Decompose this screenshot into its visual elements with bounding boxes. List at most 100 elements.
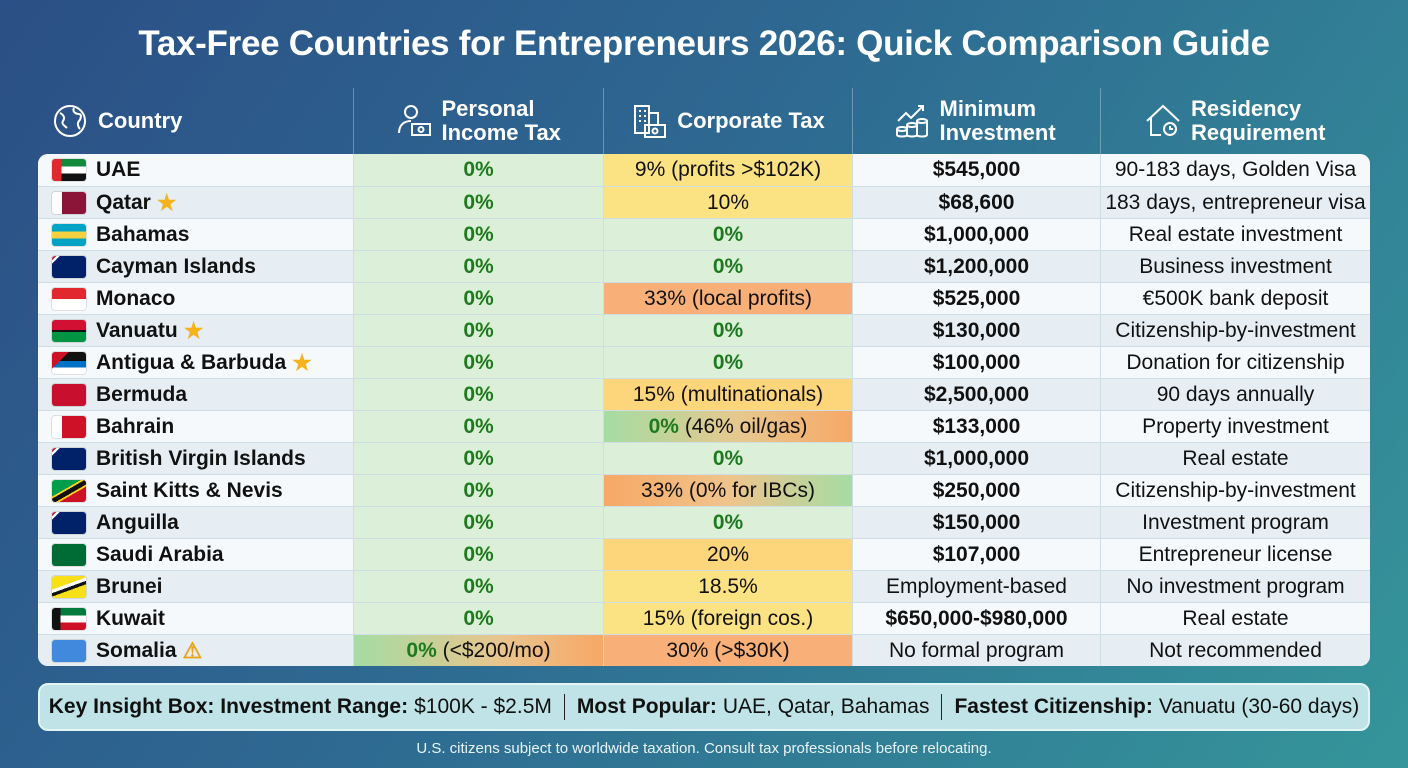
table-row: Kuwait 0% 15% (foreign cos.) $650,000-$980,… [38, 602, 1370, 634]
personal-tax-cell: 0% [353, 187, 603, 218]
page-title: Tax-Free Countries for Entrepreneurs 202… [138, 24, 1270, 63]
insight-label-popular: Most Popular: [576, 695, 717, 718]
residency-cell: 183 days, entrepreneur visa [1100, 187, 1370, 218]
personal-tax-cell: 0% [353, 603, 603, 634]
country-name: Bahrain [96, 414, 175, 438]
residency-cell: Property investment [1100, 411, 1370, 442]
star-icon: ★ [156, 189, 177, 215]
chart-coins-icon [895, 105, 928, 138]
investment-cell: $150,000 [852, 507, 1100, 538]
corporate-tax-cell-highlight: 0% [712, 254, 744, 278]
corporate-tax-cell: 10% [603, 187, 852, 218]
table-row: Monaco 0% 33% (local profits) $525,000 €500K… [38, 282, 1370, 314]
table-row: Vanuatu ★ 0% 0% $130,000 Citizenship-by-inves… [38, 314, 1370, 346]
personal-tax-cell-highlight: 0% [463, 318, 494, 342]
corporate-tax-cell-highlight: 0% [648, 414, 679, 438]
residency-cell: Entrepreneur license [1100, 539, 1370, 570]
divider [941, 694, 943, 720]
header-corporate-tax: Corporate Tax [603, 88, 852, 154]
corporate-tax-cell-highlight: 0% [712, 222, 744, 246]
country-name: Bermuda [96, 382, 188, 406]
personal-tax-cell: 0% (<$200/mo) [353, 635, 603, 666]
corporate-tax-cell-text: 15% (multinationals) [632, 382, 824, 406]
personal-tax-cell: 0% [353, 154, 603, 186]
investment-cell: $1,000,000 [852, 219, 1100, 250]
header-minimum-investment: Minimum Investment [852, 88, 1100, 154]
header-personal-income-tax: Personal Income Tax [353, 88, 603, 154]
country-name: Kuwait [96, 606, 165, 630]
country-name: Qatar [96, 190, 151, 214]
corporate-tax-cell: 0% [603, 347, 852, 378]
table-row: Cayman Islands 0% 0% $1,200,000 Business inv… [38, 250, 1370, 282]
corporate-tax-cell-text: 18.5% [698, 574, 758, 598]
personal-tax-cell: 0% [353, 475, 603, 506]
divider [563, 694, 565, 720]
corporate-tax-cell: 15% (foreign cos.) [603, 603, 852, 634]
country-cell: Bahamas [38, 219, 353, 250]
table-row: Qatar ★ 0% 10% $68,600 183 days, entrepreneur… [38, 186, 1370, 218]
country-name: Somalia [96, 638, 177, 662]
personal-tax-cell: 0% [353, 443, 603, 474]
personal-tax-cell: 0% [353, 283, 603, 314]
country-cell: Bahrain [38, 411, 353, 442]
table-row: Brunei 0% 18.5% Employment-based No investme… [38, 570, 1370, 602]
investment-cell: $107,000 [852, 539, 1100, 570]
country-name: Brunei [96, 574, 163, 598]
country-name: Monaco [96, 286, 176, 310]
corporate-tax-cell-text: 33% (0% for IBCs) [641, 478, 815, 502]
corporate-tax-cell: 15% (multinationals) [603, 379, 852, 410]
residency-cell: Citizenship-by-investment [1100, 475, 1370, 506]
residency-cell: Real estate investment [1100, 219, 1370, 250]
antigua-flag-icon [52, 351, 86, 374]
residency-cell: Investment program [1100, 507, 1370, 538]
investment-cell: No formal program [852, 635, 1100, 666]
country-name: Anguilla [96, 510, 179, 534]
personal-tax-cell-highlight: 0% [463, 478, 494, 502]
corporate-tax-cell-highlight: 0% [712, 510, 744, 534]
personal-tax-cell-highlight: 0% [463, 606, 494, 630]
saudi-flag-icon [52, 543, 86, 566]
country-cell: Brunei [38, 571, 353, 602]
personal-tax-cell: 0% [353, 251, 603, 282]
investment-cell: Employment-based [852, 571, 1100, 602]
vanuatu-flag-icon [52, 319, 86, 342]
corporate-tax-cell-highlight: 0% [712, 446, 744, 470]
corporate-tax-cell-text: 15% (foreign cos.) [642, 606, 814, 630]
investment-cell: $2,500,000 [852, 379, 1100, 410]
corporate-tax-cell: 0% (46% oil/gas) [603, 411, 852, 442]
residency-cell: Real estate [1100, 443, 1370, 474]
personal-tax-cell-highlight: 0% [463, 382, 494, 406]
star-icon: ★ [292, 349, 312, 375]
personal-tax-cell-highlight: 0% [463, 542, 494, 566]
somalia-flag-icon [52, 639, 86, 662]
country-cell: UAE [38, 154, 353, 186]
table-row: UAE 0% 9% (profits >$102K) $545,000 90-183 d… [38, 154, 1370, 186]
investment-cell: $650,000-$980,000 [852, 603, 1100, 634]
corporate-tax-cell: 0% [603, 315, 852, 346]
insight-value-citizenship: Vanuatu (30-60 days) [1158, 695, 1360, 718]
footnote: U.S. citizens subject to worldwide taxat… [416, 740, 992, 757]
comparison-table: UAE 0% 9% (profits >$102K) $545,000 90-183 d… [38, 154, 1370, 666]
personal-tax-cell-highlight: 0% [463, 254, 494, 278]
country-name: British Virgin Islands [96, 446, 306, 470]
country-cell: Cayman Islands [38, 251, 353, 282]
country-cell: Monaco [38, 283, 353, 314]
residency-cell: 90-183 days, Golden Visa [1100, 154, 1370, 186]
country-cell: Vanuatu ★ [38, 315, 353, 346]
country-cell: Antigua & Barbuda ★ [38, 347, 353, 378]
country-name: Bahamas [96, 222, 190, 246]
country-name: Vanuatu [96, 318, 178, 342]
table-row: Anguilla 0% 0% $150,000 Investment program [38, 506, 1370, 538]
brunei-flag-icon [52, 575, 86, 598]
corporate-tax-cell-text: 30% (>$30K) [666, 638, 790, 662]
residency-cell: Business investment [1100, 251, 1370, 282]
investment-cell: $1,200,000 [852, 251, 1100, 282]
investment-cell: $525,000 [852, 283, 1100, 314]
investment-cell: $1,000,000 [852, 443, 1100, 474]
corporate-tax-cell-text: 10% [706, 190, 750, 214]
corporate-tax-cell: 0% [603, 219, 852, 250]
residency-cell: Citizenship-by-investment [1100, 315, 1370, 346]
country-cell: Anguilla [38, 507, 353, 538]
corporate-tax-cell-highlight: 0% [712, 350, 744, 374]
house-clock-icon [1146, 104, 1180, 136]
